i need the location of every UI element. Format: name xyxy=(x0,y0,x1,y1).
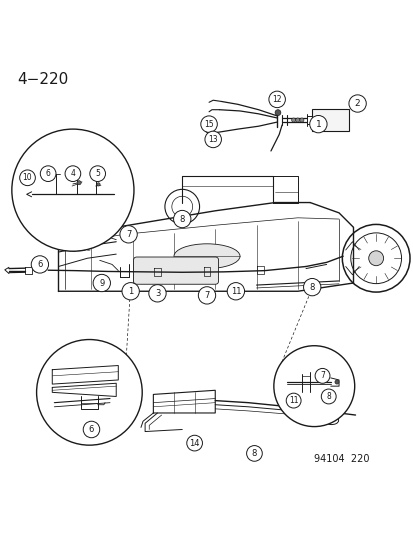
Circle shape xyxy=(34,269,37,271)
Circle shape xyxy=(227,282,244,300)
Text: 5: 5 xyxy=(95,169,100,178)
Circle shape xyxy=(291,118,295,122)
Circle shape xyxy=(36,340,142,445)
Circle shape xyxy=(122,282,139,300)
Circle shape xyxy=(120,225,137,243)
Text: 9: 9 xyxy=(99,279,104,287)
Circle shape xyxy=(65,166,81,182)
Circle shape xyxy=(97,183,100,186)
Text: 7: 7 xyxy=(204,291,209,300)
Text: 1: 1 xyxy=(315,119,320,128)
Circle shape xyxy=(334,380,338,384)
Circle shape xyxy=(31,256,48,273)
Circle shape xyxy=(309,116,326,133)
Text: 12: 12 xyxy=(272,95,281,104)
Text: 94104  220: 94104 220 xyxy=(313,454,369,464)
Circle shape xyxy=(348,95,366,112)
Circle shape xyxy=(93,274,110,292)
Circle shape xyxy=(314,368,329,383)
Text: 6: 6 xyxy=(88,425,94,434)
Circle shape xyxy=(274,110,280,116)
Text: 4: 4 xyxy=(70,169,75,178)
Text: 1: 1 xyxy=(128,287,133,296)
Circle shape xyxy=(148,285,166,302)
Text: 14: 14 xyxy=(189,439,199,448)
Circle shape xyxy=(299,118,303,122)
Text: 4−220: 4−220 xyxy=(17,72,68,87)
Circle shape xyxy=(173,211,190,228)
Circle shape xyxy=(38,269,41,271)
Circle shape xyxy=(368,251,383,265)
Circle shape xyxy=(198,287,215,304)
Text: 11: 11 xyxy=(288,396,298,405)
Circle shape xyxy=(204,131,221,148)
Text: 8: 8 xyxy=(251,449,256,458)
Text: 6: 6 xyxy=(45,169,50,178)
Text: 8: 8 xyxy=(325,392,330,401)
Circle shape xyxy=(285,393,300,408)
Text: 6: 6 xyxy=(37,260,43,269)
Text: 2: 2 xyxy=(354,99,360,108)
Circle shape xyxy=(20,170,35,185)
Circle shape xyxy=(186,435,202,451)
Text: 7: 7 xyxy=(126,230,131,239)
Circle shape xyxy=(303,278,320,296)
Ellipse shape xyxy=(173,244,240,269)
Text: 11: 11 xyxy=(230,287,240,296)
FancyBboxPatch shape xyxy=(311,109,349,131)
Text: 8: 8 xyxy=(309,282,314,292)
Text: 3: 3 xyxy=(154,289,160,298)
Text: 10: 10 xyxy=(23,173,32,182)
Text: 8: 8 xyxy=(179,215,185,223)
Circle shape xyxy=(77,181,81,185)
Circle shape xyxy=(40,166,56,182)
Text: 15: 15 xyxy=(204,119,214,128)
Circle shape xyxy=(246,446,262,461)
Text: 7: 7 xyxy=(319,372,324,381)
Circle shape xyxy=(268,91,285,108)
Text: 13: 13 xyxy=(208,135,218,144)
Circle shape xyxy=(320,389,335,404)
Circle shape xyxy=(12,129,134,251)
Circle shape xyxy=(83,421,100,438)
FancyBboxPatch shape xyxy=(133,257,218,284)
Circle shape xyxy=(273,346,354,426)
Circle shape xyxy=(43,269,45,271)
Circle shape xyxy=(200,116,217,132)
Circle shape xyxy=(90,166,105,182)
Circle shape xyxy=(295,118,299,122)
